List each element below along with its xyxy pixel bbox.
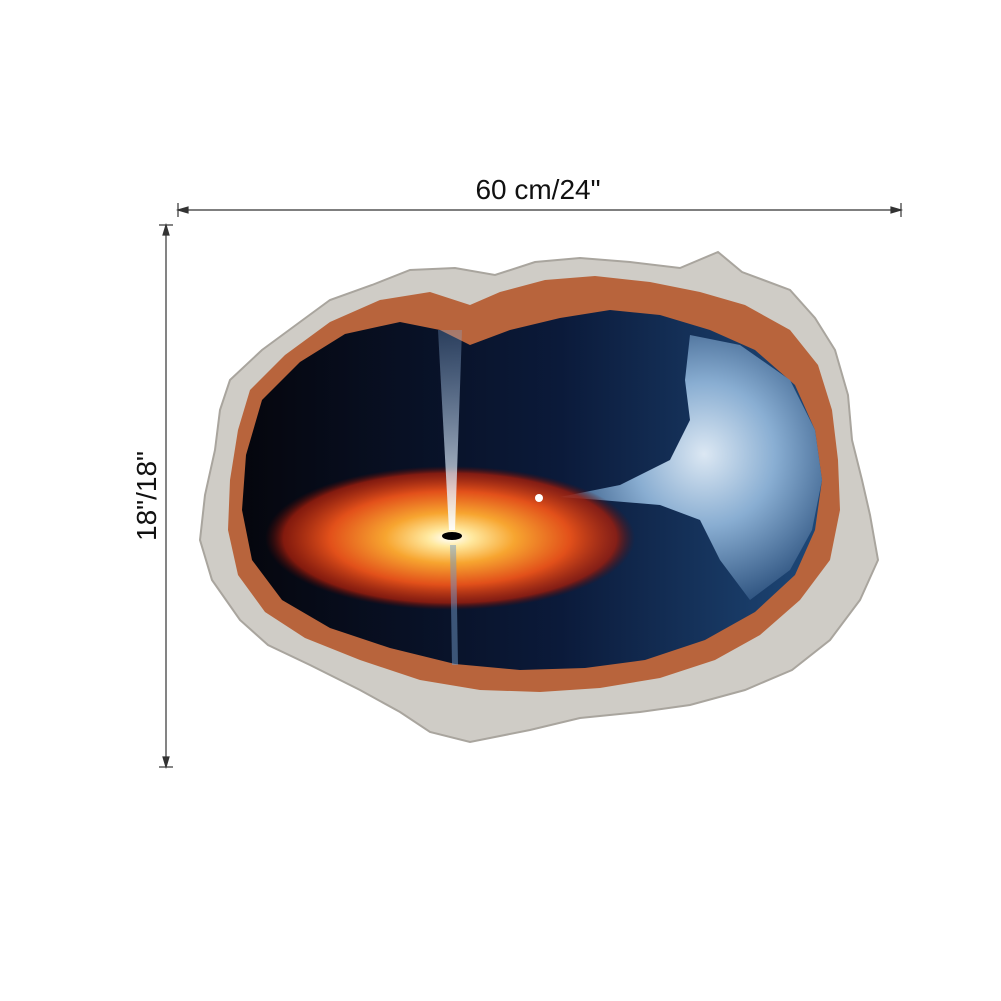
companion-star	[560, 335, 822, 600]
jet	[438, 330, 462, 530]
height-label: 18"/18"	[131, 451, 162, 541]
wall-hole	[198, 250, 880, 744]
width-dimension	[175, 203, 904, 217]
height-dimension	[159, 222, 173, 770]
event-horizon	[442, 532, 462, 540]
hot-spot	[535, 494, 543, 502]
width-label: 60 cm/24"	[475, 174, 600, 205]
jet-lower	[450, 545, 458, 665]
